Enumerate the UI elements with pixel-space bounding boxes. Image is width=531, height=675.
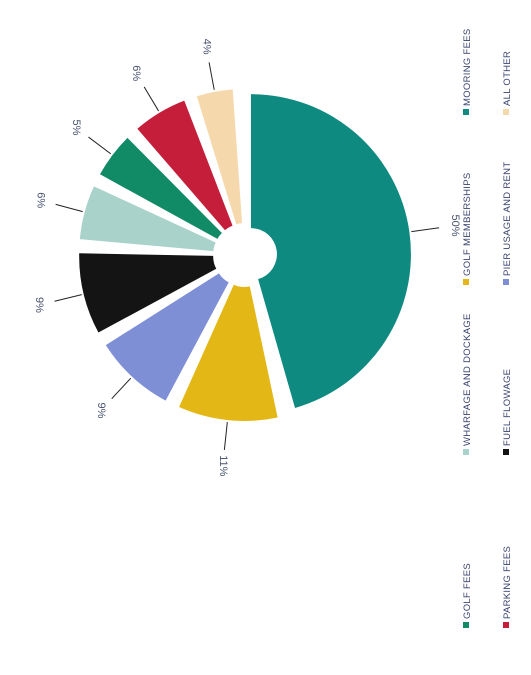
legend-label-golf-fees: GOLF FEES	[462, 563, 473, 619]
legend-swatch-fuel-flowage	[503, 449, 509, 455]
legend-label-golf-memberships: GOLF MEMBERSHIPS	[462, 172, 473, 276]
legend-item-all-other: ALL OTHER	[502, 51, 513, 115]
legend-label-fuel-flowage: FUEL FLOWAGE	[502, 369, 513, 446]
slice-golf-memberships	[179, 284, 278, 421]
legend-swatch-all-other	[503, 109, 509, 115]
slice-labels: 50% 11% 9% 9% 6% 5% 6% 4%	[33, 39, 461, 477]
leader-all-other	[208, 62, 215, 90]
legend-item-mooring-fees: MOORING FEES	[462, 29, 473, 115]
legend-item-golf-memberships: GOLF MEMBERSHIPS	[462, 172, 473, 285]
slice-fuel-flowage	[79, 253, 217, 333]
slice-label-pier-usage-and-rent: 9%	[95, 402, 107, 418]
legend-label-all-other: ALL OTHER	[502, 51, 513, 106]
legend-label-pier-usage-and-rent: PIER USAGE AND RENT	[502, 162, 513, 276]
slice-label-golf-memberships: 11%	[217, 455, 229, 476]
legend-label-wharfage-and-dockage: WHARFAGE AND DOCKAGE	[462, 313, 473, 446]
slice-label-mooring-fees: 50%	[449, 214, 461, 236]
leader-golf-memberships	[223, 422, 228, 450]
legend-item-golf-fees: GOLF FEES	[462, 563, 473, 628]
chart-legend: GOLF FEES WHARFAGE AND DOCKAGE GOLF MEMBER…	[462, 29, 513, 628]
slice-pier-usage-and-rent	[105, 273, 229, 401]
slice-label-all-other: 4%	[200, 39, 212, 55]
slice-all-other	[196, 89, 243, 225]
legend-item-parking-fees: PARKING FEES	[502, 546, 513, 628]
legend-label-parking-fees: PARKING FEES	[502, 546, 513, 619]
legend-item-pier-usage-and-rent: PIER USAGE AND RENT	[502, 162, 513, 285]
legend-swatch-pier-usage-and-rent	[503, 279, 509, 285]
legend-item-fuel-flowage: FUEL FLOWAGE	[502, 369, 513, 455]
leader-fuel-flowage	[54, 294, 82, 302]
legend-item-wharfage-and-dockage: WHARFAGE AND DOCKAGE	[462, 313, 473, 455]
slice-parking-fees	[137, 100, 233, 231]
leader-mooring-fees	[411, 227, 440, 233]
leader-wharfage-and-dockage	[55, 203, 83, 213]
leader-parking-fees	[143, 86, 160, 112]
leader-golf-fees	[88, 136, 112, 155]
legend-swatch-golf-memberships	[463, 279, 469, 285]
slice-label-wharfage-and-dockage: 6%	[34, 192, 46, 208]
legend-swatch-mooring-fees	[463, 109, 469, 115]
pie-slices	[79, 89, 411, 421]
legend-swatch-parking-fees	[503, 622, 509, 628]
legend-label-mooring-fees: MOORING FEES	[462, 29, 473, 107]
slice-label-golf-fees: 5%	[70, 119, 82, 135]
leader-pier-usage-and-rent	[111, 377, 132, 400]
slice-mooring-fees	[250, 94, 411, 408]
slice-label-parking-fees: 6%	[130, 65, 142, 81]
legend-swatch-golf-fees	[463, 622, 469, 628]
slice-label-fuel-flowage: 9%	[33, 297, 45, 313]
slice-wharfage-and-dockage	[79, 186, 216, 252]
legend-swatch-wharfage-and-dockage	[463, 449, 469, 455]
slice-golf-fees	[99, 137, 222, 239]
